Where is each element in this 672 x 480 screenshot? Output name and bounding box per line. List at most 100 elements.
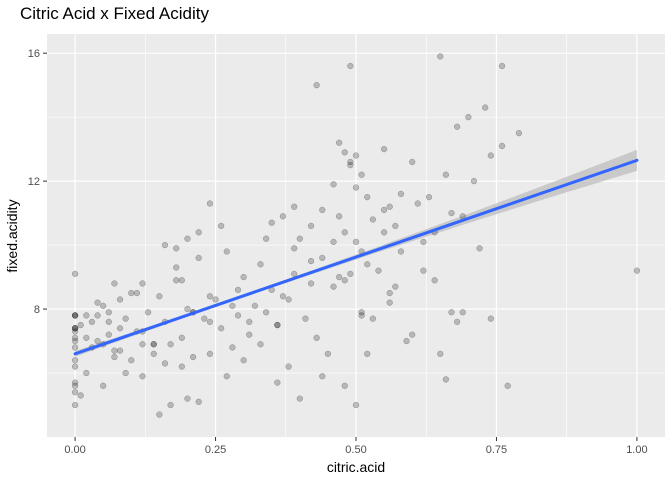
- data-point: [77, 321, 84, 329]
- regression-line-path: [73, 158, 639, 356]
- data-point: [369, 315, 377, 322]
- data-point: [206, 200, 214, 207]
- y-axis-title: fixed.acidity: [4, 199, 20, 272]
- data-point: [156, 411, 163, 418]
- data-point: [279, 213, 287, 220]
- data-point: [319, 373, 326, 380]
- x-tick-label: 0.00: [64, 444, 85, 456]
- data-point: [156, 293, 163, 300]
- data-point: [403, 337, 410, 345]
- data-point: [380, 145, 388, 153]
- data-point: [71, 270, 79, 278]
- data-point: [319, 206, 326, 214]
- data-point: [386, 299, 393, 306]
- y-tick-label: 12: [28, 176, 40, 188]
- data-point: [105, 309, 112, 316]
- x-axis-title: citric.acid: [327, 459, 385, 475]
- data-point: [189, 353, 197, 361]
- major-gridlines: [47, 34, 665, 437]
- data-point: [364, 350, 371, 357]
- data-point: [195, 254, 202, 262]
- data-point: [341, 382, 348, 389]
- data-point: [195, 398, 202, 405]
- data-point: [178, 334, 185, 341]
- data-point: [285, 296, 292, 303]
- data-point: [206, 350, 214, 357]
- data-point: [206, 293, 214, 300]
- data-point: [392, 283, 399, 290]
- data-point: [352, 401, 360, 409]
- data-point: [453, 123, 461, 130]
- data-point: [319, 254, 326, 262]
- data-point: [71, 379, 79, 386]
- data-point: [330, 283, 337, 290]
- data-point: [437, 350, 444, 357]
- x-tick-label: 1.00: [626, 444, 647, 456]
- data-point: [83, 369, 90, 377]
- x-tick-label: 0.50: [345, 444, 366, 456]
- data-point: [77, 392, 84, 399]
- data-point: [274, 379, 281, 386]
- data-point: [83, 312, 90, 319]
- data-point: [437, 53, 444, 60]
- data-point: [167, 401, 174, 409]
- data-point: [161, 241, 169, 249]
- data-point: [105, 331, 112, 338]
- data-point: [352, 152, 360, 159]
- data-point: [380, 206, 388, 214]
- data-point: [397, 190, 405, 198]
- data-point: [324, 350, 332, 357]
- data-point: [347, 158, 354, 166]
- data-point: [262, 235, 270, 242]
- data-point: [184, 305, 191, 313]
- data-point: [453, 318, 461, 326]
- data-point: [178, 363, 185, 370]
- data-point: [330, 238, 337, 246]
- data-point: [386, 289, 393, 297]
- data-point: [291, 203, 298, 210]
- data-point: [341, 277, 348, 284]
- data-point: [392, 222, 399, 230]
- data-point: [111, 347, 118, 354]
- data-point: [347, 270, 354, 278]
- data-point: [330, 181, 337, 188]
- data-point: [122, 315, 129, 322]
- data-point: [150, 350, 157, 357]
- data-point: [234, 312, 242, 319]
- data-point: [347, 62, 354, 70]
- x-tick-label: 0.25: [205, 444, 226, 456]
- data-point: [274, 321, 281, 329]
- data-point: [498, 142, 506, 150]
- data-point: [459, 309, 466, 316]
- data-point: [139, 373, 146, 380]
- data-point: [279, 293, 287, 300]
- data-point: [218, 325, 225, 332]
- data-point: [111, 353, 118, 361]
- y-tick-label: 16: [28, 48, 40, 60]
- data-point: [206, 318, 214, 326]
- data-point: [487, 315, 494, 322]
- data-point: [201, 315, 208, 322]
- data-point: [386, 203, 393, 210]
- data-point: [291, 245, 298, 252]
- data-point: [229, 302, 236, 310]
- data-point: [173, 277, 180, 284]
- data-point: [71, 325, 79, 332]
- data-point: [448, 309, 455, 316]
- data-point: [268, 219, 275, 226]
- data-point: [94, 337, 101, 345]
- data-point: [313, 82, 320, 89]
- data-point: [71, 337, 79, 345]
- data-point: [111, 280, 118, 287]
- data-point: [358, 171, 365, 178]
- data-point: [139, 341, 146, 348]
- data-point: [223, 248, 230, 255]
- data-point: [212, 296, 219, 303]
- data-point: [94, 299, 101, 306]
- chart-title: Citric Acid x Fixed Acidity: [20, 4, 209, 23]
- data-point: [352, 238, 360, 246]
- data-point: [144, 309, 152, 316]
- data-point: [71, 325, 79, 332]
- data-point: [94, 312, 101, 319]
